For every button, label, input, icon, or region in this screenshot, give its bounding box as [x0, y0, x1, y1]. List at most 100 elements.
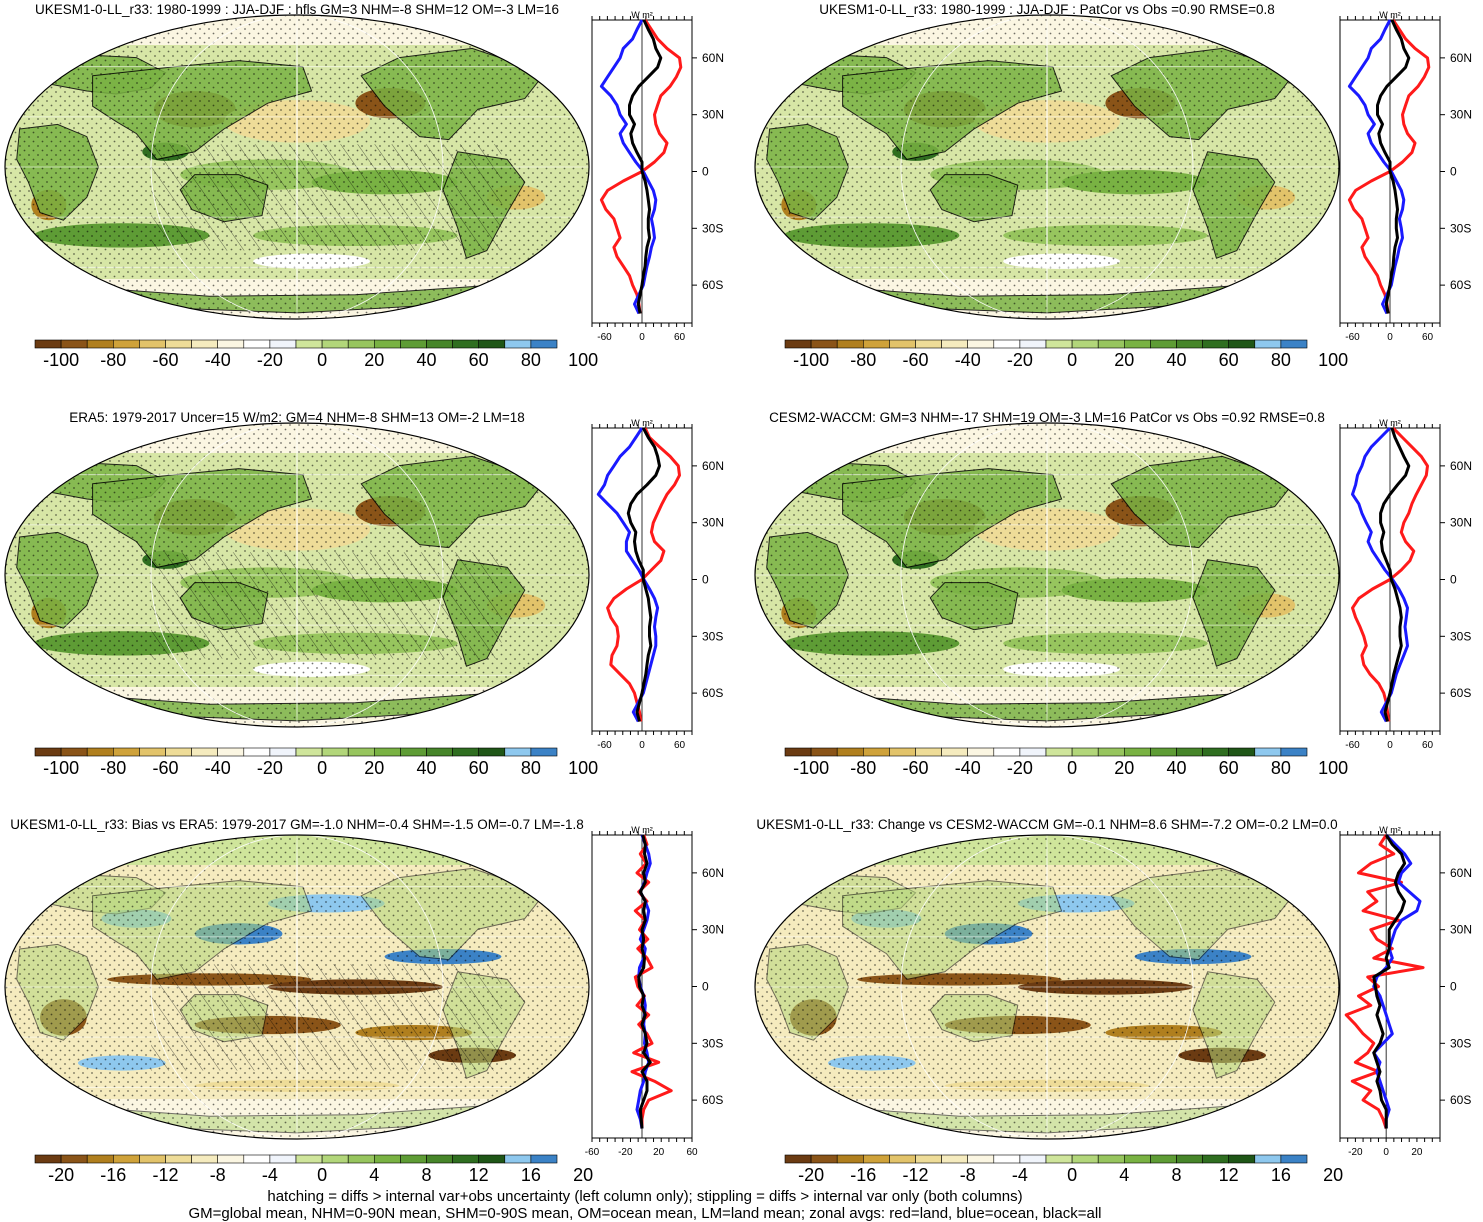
colorbar-tick-label: 40: [1166, 350, 1186, 370]
colorbar-swatch: [400, 339, 427, 349]
colorbar-swatch: [321, 339, 349, 349]
colorbar-swatch: [1202, 747, 1229, 757]
zonal-series-line: [599, 19, 658, 315]
colorbar-swatch: [504, 747, 532, 757]
colorbar-tick-label: 12: [469, 1165, 489, 1185]
colorbar-swatch: [113, 339, 140, 349]
colorbar-swatch: [165, 339, 192, 349]
colorbar-swatch: [530, 339, 558, 349]
colorbar-tick-label: -40: [205, 758, 231, 778]
colorbar-swatch: [810, 1154, 838, 1164]
map-gridline: [296, 15, 298, 319]
map-field: [755, 835, 1339, 1139]
colorbar-tick-label: -80: [100, 758, 126, 778]
colorbar-swatch: [504, 339, 532, 349]
colorbar-swatch: [139, 1154, 166, 1164]
colorbar-swatch: [1254, 747, 1282, 757]
colorbar-swatch: [836, 339, 864, 349]
zonal-unit-label: W m²: [631, 418, 653, 428]
colorbar-swatch: [1254, 1154, 1282, 1164]
zonal-x-tick-label: 0: [1387, 740, 1393, 751]
colorbar-swatch: [191, 339, 219, 349]
colorbar-swatch: [784, 1154, 812, 1164]
colorbar-tick-label: 8: [421, 1165, 431, 1185]
colorbar-swatch: [1150, 747, 1177, 757]
colorbar-tick-label: 40: [1166, 758, 1186, 778]
map-hatching: [151, 144, 502, 251]
zonal-lat-label: 60S: [1450, 1093, 1471, 1107]
colorbar-swatch: [113, 1154, 140, 1164]
zonal-lat-label: 30N: [702, 923, 724, 937]
zonal-lat-label: 0: [1450, 165, 1457, 179]
colorbar-swatch: [915, 747, 942, 757]
map-field: [755, 423, 1339, 727]
map-gridline: [296, 423, 298, 727]
zonal-x-tick-label: 20: [1411, 1147, 1423, 1158]
colorbar-swatch: [139, 747, 166, 757]
zonal-x-tick-label: -60: [585, 1147, 600, 1158]
zonal-mean-plot: W m² 60N 30N 0 30S 60S -60 0 60: [591, 10, 724, 343]
colorbar-swatch: [113, 747, 140, 757]
colorbar-swatch: [191, 747, 219, 757]
map-border: [4, 422, 590, 728]
colorbar-swatch: [915, 339, 942, 349]
colorbar-tick-label: 0: [1067, 350, 1077, 370]
colorbar-swatch: [269, 747, 297, 757]
colorbar-tick-label: -20: [257, 758, 283, 778]
colorbar-tick-label: -16: [100, 1165, 126, 1185]
colorbar-swatch: [915, 1154, 942, 1164]
map-gridline: [296, 835, 298, 1139]
colorbar-swatch: [60, 339, 88, 349]
zonal-lat-label: 30S: [1450, 221, 1471, 235]
colorbar-tick-label: 20: [1323, 1165, 1343, 1185]
footer-hatching-note: hatching = diffs > internal var+obs unce…: [267, 1188, 1023, 1205]
colorbar: -100 -80 -60 -40 -20 0 20 40 60 80 100: [784, 339, 1348, 370]
map-field: [755, 15, 1339, 319]
colorbar-swatch: [243, 339, 271, 349]
colorbar-swatch: [862, 1154, 890, 1164]
colorbar-swatch: [426, 1154, 453, 1164]
zonal-series-line: [1376, 19, 1411, 314]
colorbar-swatch: [1150, 339, 1177, 349]
colorbar-swatch: [1228, 747, 1256, 757]
map-gridline: [900, 835, 1194, 1139]
zonal-mean-plot: W m² 60N 30N 0 30S 60S -60 -20 20 60: [585, 825, 724, 1158]
zonal-lat-label: 60S: [1450, 686, 1471, 700]
map-gridline: [1046, 15, 1048, 319]
colorbar-swatch: [478, 339, 506, 349]
zonal-lat-label: 60N: [702, 866, 724, 880]
colorbar-swatch: [993, 339, 1021, 349]
colorbar-swatch: [269, 1154, 297, 1164]
colorbar-swatch: [862, 339, 890, 349]
zonal-lat-label: 30N: [1450, 516, 1472, 530]
colorbar-swatch: [478, 1154, 506, 1164]
colorbar-swatch: [1280, 1154, 1308, 1164]
colorbar-swatch: [452, 1154, 480, 1164]
colorbar-swatch: [889, 339, 916, 349]
zonal-lat-label: 30S: [702, 1036, 723, 1050]
colorbar-swatch: [836, 747, 864, 757]
colorbar-tick-label: -4: [262, 1165, 278, 1185]
zonal-x-tick-label: -60: [597, 332, 612, 343]
colorbar-swatch: [34, 747, 62, 757]
colorbar-tick-label: 20: [364, 758, 384, 778]
colorbar-swatch: [60, 1154, 88, 1164]
zonal-series-line: [1351, 426, 1429, 722]
colorbar-swatch: [1254, 339, 1282, 349]
colorbar-swatch: [217, 747, 245, 757]
colorbar-swatch: [967, 339, 995, 349]
colorbar-swatch: [941, 1154, 968, 1164]
colorbar-swatch: [217, 339, 245, 349]
map-gridline: [150, 835, 444, 1139]
zonal-x-tick-label: 0: [639, 332, 645, 343]
colorbar-swatch: [426, 339, 453, 349]
colorbar-tick-label: -100: [793, 350, 829, 370]
colorbar-tick-label: 4: [1119, 1165, 1129, 1185]
colorbar-swatch: [34, 1154, 62, 1164]
colorbar-tick-label: 60: [1219, 758, 1239, 778]
zonal-series-line: [1372, 834, 1407, 1129]
colorbar-swatch: [478, 747, 506, 757]
zonal-series-line: [1347, 19, 1406, 315]
colorbar-tick-label: -100: [43, 758, 79, 778]
colorbar-swatch: [784, 339, 812, 349]
